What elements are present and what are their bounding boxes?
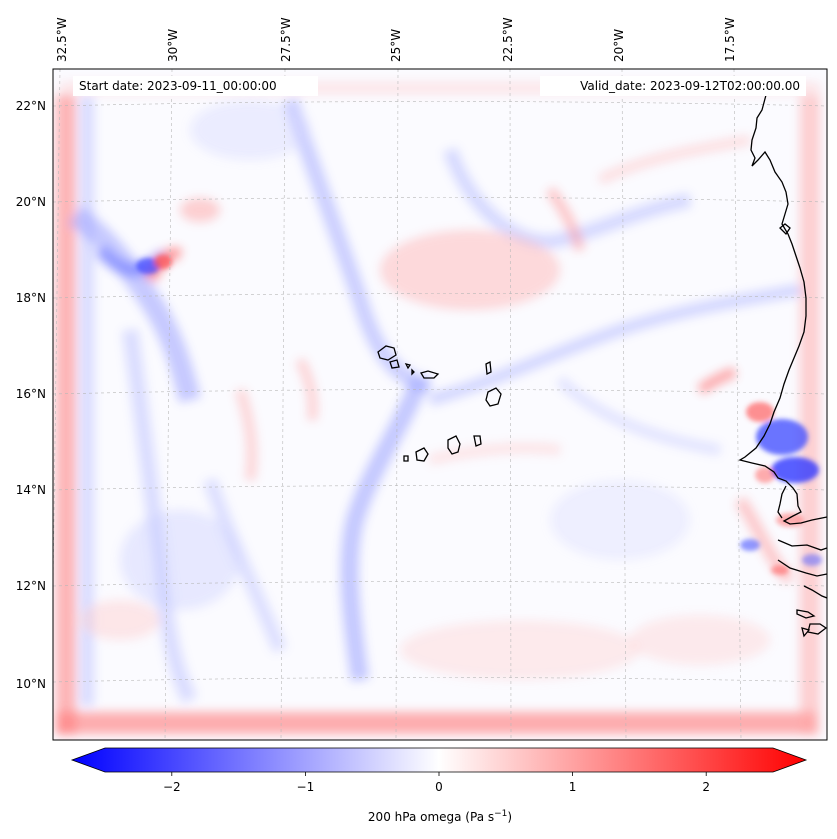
colorbar-tick-label: 0 <box>435 780 443 794</box>
gridlines <box>53 69 827 740</box>
coastal-signal <box>136 255 822 575</box>
lat-label: 18°N <box>16 291 46 305</box>
colorbar-tick-label: 1 <box>569 780 577 794</box>
lon-label: 32.5°W <box>55 17 69 62</box>
lon-label: 22.5°W <box>501 17 515 62</box>
lon-label: 20°W <box>612 29 626 62</box>
lat-label: 20°N <box>16 195 46 209</box>
cape-verde-islands <box>377 345 502 462</box>
lat-label: 16°N <box>16 387 46 401</box>
map-frame <box>52 68 828 741</box>
colorbar: −2 −1 0 1 2 200 hPa omega (Pa s−1) <box>70 747 808 824</box>
lon-label: 27.5°W <box>279 17 293 62</box>
start-date-label: Start date: 2023-09-11_00:00:00 <box>79 79 277 93</box>
lon-label: 25°W <box>389 29 403 62</box>
colorbar-label: 200 hPa omega (Pa s−1) <box>368 809 512 824</box>
colorbar-tick-label: 2 <box>702 780 710 794</box>
senegal-estuary <box>777 485 827 599</box>
omega-field <box>56 82 820 735</box>
lon-label: 30°W <box>166 29 180 62</box>
colorbar-tick-label: −2 <box>163 780 181 794</box>
coastline <box>738 79 827 638</box>
canary-island <box>779 223 791 236</box>
lat-label: 10°N <box>16 677 46 691</box>
valid-date-label: Valid_date: 2023-09-12T02:00:00.00 <box>580 79 800 93</box>
longitude-labels: 32.5°W 30°W 27.5°W 25°W 22.5°W 20°W 17.5… <box>55 17 737 62</box>
lat-label: 22°N <box>16 99 46 113</box>
guinea-bissau-islands <box>796 609 827 638</box>
lat-label: 14°N <box>16 483 46 497</box>
colorbar-ticks: −2 −1 0 1 2 <box>163 772 710 794</box>
date-banners: Start date: 2023-09-11_00:00:00 Valid_da… <box>73 76 806 96</box>
latitude-labels: 22°N 20°N 18°N 16°N 14°N 12°N 10°N <box>16 99 46 691</box>
lon-label: 17.5°W <box>723 17 737 62</box>
africa-coastline <box>738 79 827 525</box>
lat-label: 12°N <box>16 579 46 593</box>
map-panel: Start date: 2023-09-11_00:00:00 Valid_da… <box>52 68 828 741</box>
colorbar-tick-label: −1 <box>297 780 315 794</box>
colorbar-bar <box>70 747 808 773</box>
